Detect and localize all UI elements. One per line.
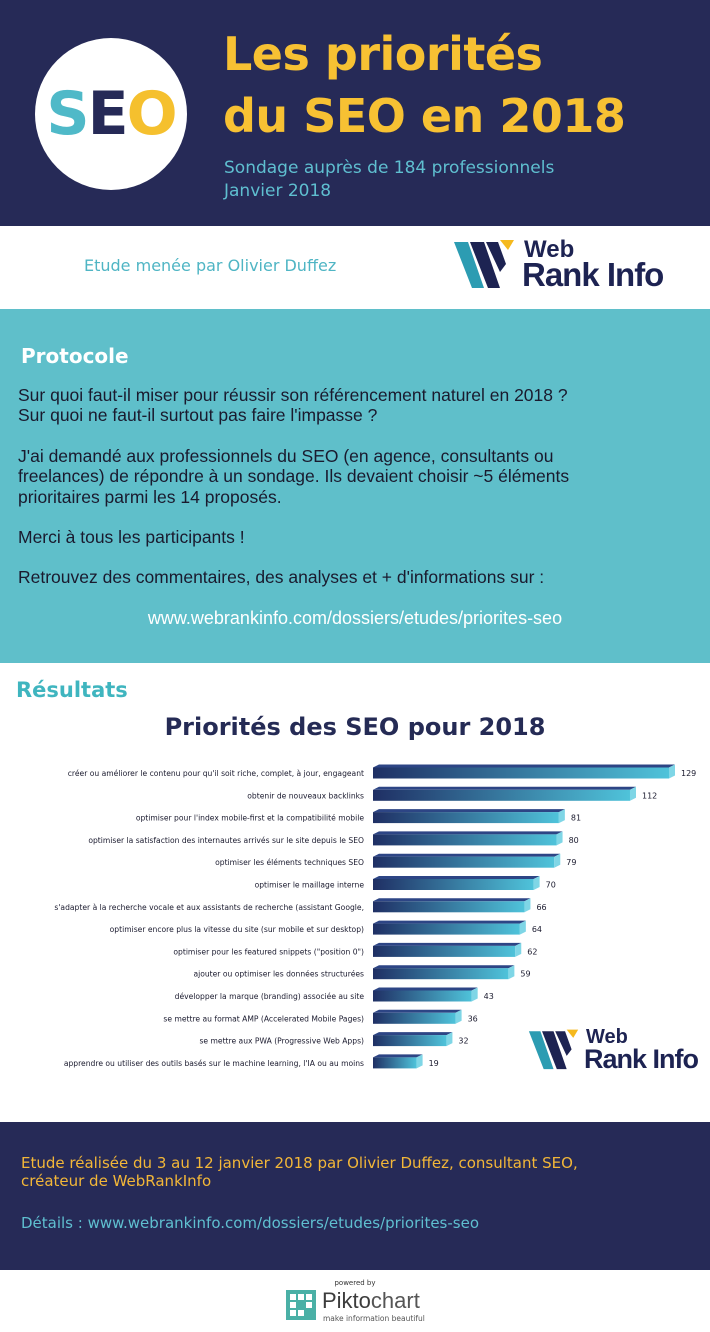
- chart-bar: [373, 876, 540, 890]
- chart-bar: [373, 831, 563, 846]
- protocole-text-line: Sur quoi faut-il miser pour réussir son …: [18, 385, 568, 405]
- protocole-text-line: prioritaires parmi les 14 proposés.: [18, 487, 282, 507]
- chart-value-label: 129: [681, 769, 696, 778]
- chart-bar: [373, 764, 675, 779]
- chart-bar: [373, 809, 565, 824]
- seo-badge: SEO: [35, 38, 187, 190]
- chart-value-label: 19: [429, 1059, 439, 1068]
- piktochart-logo-icon: [286, 1290, 316, 1320]
- chart-value-label: 32: [458, 1037, 468, 1046]
- chart-bar: [373, 1009, 462, 1024]
- page-title-line2: du SEO en 2018: [223, 89, 626, 143]
- chart-category-label: apprendre ou utiliser des outils basés s…: [64, 1059, 364, 1068]
- seo-letter-o: O: [126, 79, 178, 149]
- chart-value-label: 81: [571, 814, 581, 823]
- footer-banner: [0, 1122, 710, 1270]
- chart-category-label: obtenir de nouveaux backlinks: [247, 791, 364, 800]
- chart-value-label: 66: [536, 903, 546, 912]
- chart-webrankinfo-logo: Web Rank Info: [528, 1026, 708, 1076]
- protocole-text-line: freelances) de répondre à un sondage. Il…: [18, 466, 570, 486]
- protocole-section: [0, 309, 710, 663]
- protocole-title: Protocole: [21, 344, 129, 368]
- protocole-text-line: Retrouvez des commentaires, des analyses…: [18, 567, 545, 587]
- chart-bar: [373, 1032, 453, 1047]
- chart-value-label: 43: [484, 992, 494, 1001]
- chart-value-label: 62: [527, 947, 537, 956]
- protocole-text-line: J'ai demandé aux professionnels du SEO (…: [18, 446, 554, 466]
- chart-category-label: s'adapter à la recherche vocale et aux a…: [54, 903, 364, 912]
- protocole-text-line: Merci à tous les participants !: [18, 527, 245, 547]
- results-title: Résultats: [16, 678, 128, 702]
- chart-category-label: optimiser pour l'index mobile-first et l…: [136, 814, 364, 823]
- footer-line2: créateur de WebRankInfo: [21, 1172, 212, 1190]
- piktochart-name[interactable]: Piktochart: [322, 1288, 420, 1314]
- chart-bar: [373, 942, 522, 957]
- chart-category-label: optimiser pour les featured snippets ("p…: [173, 947, 364, 956]
- chart-logo-web-text: Web: [586, 1026, 628, 1048]
- chart-category-label: se mettre aux PWA (Progressive Web Apps): [199, 1037, 364, 1046]
- footer-line1: Etude réalisée du 3 au 12 janvier 2018 p…: [21, 1154, 578, 1172]
- protocole-url-link[interactable]: www.webrankinfo.com/dossiers/etudes/prio…: [147, 608, 563, 628]
- chart-category-label: créer ou améliorer le contenu pour qu'il…: [68, 769, 364, 778]
- subtitle-line2: Janvier 2018: [224, 181, 332, 201]
- chart-category-label: ajouter ou optimiser les données structu…: [193, 970, 364, 979]
- seo-badge-text: SEO: [35, 74, 187, 154]
- chart-category-label: optimiser la satisfaction des internaute…: [88, 836, 364, 845]
- chart-value-label: 80: [569, 836, 579, 845]
- powered-by-label: powered by: [334, 1279, 376, 1287]
- bar-chart: créer ou améliorer le contenu pour qu'il…: [54, 764, 696, 1069]
- chart-title: Priorités des SEO pour 2018: [0, 713, 710, 741]
- webrankinfo-logo-icon: [454, 240, 514, 288]
- chart-value-label: 36: [468, 1014, 478, 1023]
- piktochart-name-a: Pikto: [322, 1288, 371, 1313]
- chart-category-label: optimiser encore plus la vitesse du site…: [110, 925, 364, 934]
- study-author: Etude menée par Olivier Duffez: [84, 256, 337, 275]
- chart-value-label: 79: [566, 858, 576, 867]
- webrankinfo-logo: Web Rank Info: [454, 236, 664, 294]
- chart-bar: [373, 853, 561, 868]
- logo-rankinfo-text: Rank Info: [522, 256, 664, 293]
- protocole-text-line: Sur quoi ne faut-il surtout pas faire l'…: [18, 405, 378, 425]
- chart-bar: [373, 786, 636, 801]
- piktochart-tagline: make information beautiful: [323, 1314, 425, 1323]
- piktochart-name-b: chart: [370, 1288, 420, 1313]
- chart-category-label: optimiser le maillage interne: [255, 881, 365, 890]
- chart-bar: [373, 920, 526, 935]
- chart-bar: [373, 965, 515, 980]
- chart-logo-rankinfo-text: Rank Info: [584, 1044, 699, 1074]
- chart-category-label: se mettre au format AMP (Accelerated Mob…: [163, 1014, 364, 1023]
- chart-value-label: 112: [642, 791, 657, 800]
- chart-bar: [373, 898, 531, 913]
- chart-logo-icon: [528, 1029, 579, 1070]
- chart-value-label: 70: [546, 881, 556, 890]
- chart-bar: [373, 987, 478, 1002]
- seo-letter-e: E: [87, 79, 129, 149]
- chart-title-text: Priorités des SEO pour 2018: [164, 713, 546, 741]
- footer-details-link[interactable]: Détails : www.webrankinfo.com/dossiers/e…: [21, 1214, 480, 1232]
- seo-letter-s: S: [46, 79, 89, 149]
- subtitle-line1: Sondage auprès de 184 professionnels: [224, 158, 555, 178]
- page-title-line1: Les priorités: [223, 27, 543, 81]
- logo-web-text: Web: [524, 236, 575, 263]
- chart-value-label: 64: [532, 925, 542, 934]
- chart-category-label: optimiser les éléments techniques SEO: [215, 858, 364, 867]
- chart-bar: [373, 1054, 423, 1069]
- chart-value-label: 59: [520, 970, 530, 979]
- chart-category-label: développer la marque (branding) associée…: [175, 992, 365, 1001]
